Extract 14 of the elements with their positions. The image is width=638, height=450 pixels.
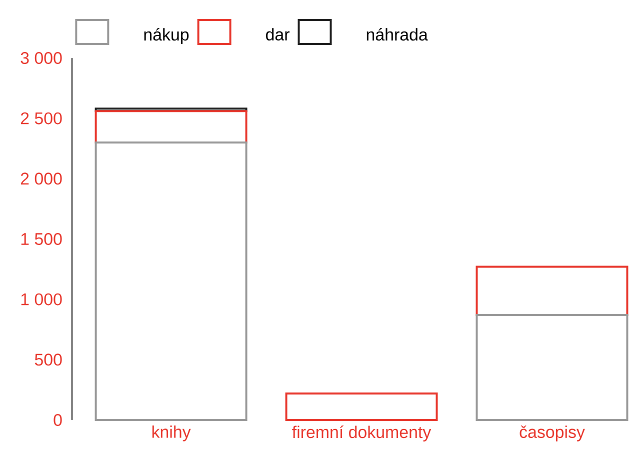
y-tick-label: 1 500 <box>21 233 62 245</box>
bar <box>285 392 438 421</box>
x-tick-label: časopisy <box>520 426 585 442</box>
x-tick-label: knihy <box>152 426 191 442</box>
legend-label: nákup <box>144 28 189 44</box>
y-tick-label: 500 <box>34 354 62 366</box>
y-tick-label: 2 000 <box>20 172 62 185</box>
legend-label: náhrada <box>366 28 428 41</box>
y-tick-label: 2 500 <box>20 112 62 124</box>
x-tick-label: firemní dokumenty <box>292 426 432 442</box>
y-tick-label: 0 <box>54 414 62 426</box>
y-tick-label: 3 000 <box>20 52 62 64</box>
legend-label: dar <box>266 28 290 41</box>
y-tick-label: 1 000 <box>21 293 62 306</box>
